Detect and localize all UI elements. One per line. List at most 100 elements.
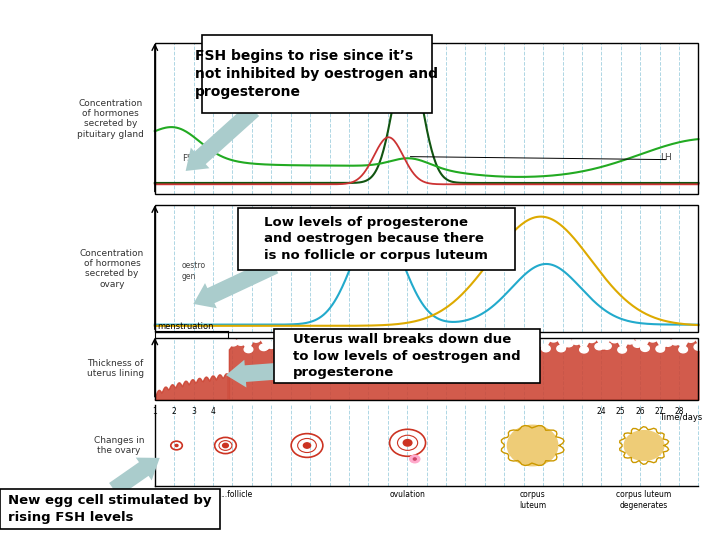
Bar	[155, 43, 698, 194]
FancyBboxPatch shape	[202, 35, 432, 113]
Circle shape	[572, 338, 581, 345]
Circle shape	[382, 347, 390, 353]
Circle shape	[229, 340, 238, 346]
Circle shape	[603, 343, 611, 349]
Circle shape	[244, 346, 253, 353]
Circle shape	[237, 339, 246, 345]
Text: ...follicle: ...follicle	[220, 490, 253, 500]
Circle shape	[410, 455, 420, 463]
Circle shape	[252, 336, 261, 342]
Text: 3: 3	[192, 407, 196, 416]
Text: FSH begins to rise since it’s
not inhibited by oestrogen and
progesterone: FSH begins to rise since it’s not inhibi…	[195, 49, 438, 99]
Text: 1: 1	[153, 407, 157, 416]
Text: corpus
luteum: corpus luteum	[519, 490, 546, 510]
Circle shape	[671, 339, 680, 345]
Text: 28: 28	[674, 407, 684, 416]
Circle shape	[633, 341, 642, 347]
Circle shape	[312, 336, 321, 342]
Circle shape	[679, 346, 688, 353]
Circle shape	[626, 338, 634, 344]
Text: 2: 2	[172, 407, 176, 416]
Circle shape	[267, 342, 276, 348]
Circle shape	[222, 443, 228, 448]
Circle shape	[290, 337, 299, 343]
Circle shape	[297, 342, 306, 348]
Circle shape	[412, 336, 420, 342]
Circle shape	[564, 340, 573, 347]
Circle shape	[496, 343, 505, 349]
Circle shape	[359, 345, 367, 351]
Text: Low levels of progesterone
and oestrogen because there
is no follicle or corpus : Low levels of progesterone and oestrogen…	[264, 216, 488, 262]
Ellipse shape	[624, 431, 664, 460]
Text: Thickness of
uterus lining: Thickness of uterus lining	[87, 359, 144, 378]
FancyBboxPatch shape	[0, 489, 220, 529]
Circle shape	[343, 346, 352, 353]
Circle shape	[282, 347, 291, 353]
FancyBboxPatch shape	[274, 329, 540, 383]
Circle shape	[595, 343, 603, 350]
Text: 4: 4	[211, 407, 215, 416]
Circle shape	[648, 335, 657, 342]
Circle shape	[656, 346, 665, 352]
Text: 24: 24	[596, 407, 606, 416]
Circle shape	[259, 344, 268, 350]
Circle shape	[694, 344, 703, 350]
Text: menstruation: menstruation	[158, 322, 214, 332]
Circle shape	[557, 345, 565, 352]
Circle shape	[641, 345, 649, 352]
Circle shape	[320, 346, 329, 353]
Bar	[155, 338, 698, 400]
Circle shape	[580, 347, 588, 353]
Circle shape	[413, 458, 416, 460]
Circle shape	[305, 344, 314, 350]
Circle shape	[397, 342, 405, 349]
Text: LH: LH	[660, 153, 672, 161]
Bar	[155, 205, 698, 332]
Circle shape	[588, 336, 596, 342]
Circle shape	[442, 346, 451, 352]
Circle shape	[450, 335, 459, 342]
Text: 25: 25	[616, 407, 626, 416]
Text: New egg cell stimulated by
rising FSH levels: New egg cell stimulated by rising FSH le…	[8, 494, 212, 524]
Circle shape	[366, 341, 375, 348]
Text: oestro
gen: oestro gen	[182, 261, 206, 281]
Circle shape	[534, 340, 543, 347]
Circle shape	[427, 339, 436, 345]
Text: corpus luteum
degenerates: corpus luteum degenerates	[616, 490, 672, 510]
Circle shape	[488, 336, 497, 343]
Text: 26: 26	[635, 407, 645, 416]
Circle shape	[374, 337, 382, 343]
Ellipse shape	[508, 426, 558, 465]
Text: 27: 27	[654, 407, 665, 416]
Circle shape	[351, 335, 359, 342]
Circle shape	[435, 340, 444, 346]
Circle shape	[610, 336, 618, 343]
Circle shape	[541, 345, 550, 352]
Text: Concentration
of hormones
secreted by
ovary: Concentration of hormones secreted by ov…	[80, 248, 144, 289]
Circle shape	[686, 336, 695, 342]
Circle shape	[328, 339, 337, 346]
Circle shape	[526, 338, 535, 345]
Circle shape	[664, 340, 672, 346]
Circle shape	[175, 444, 178, 447]
Circle shape	[405, 344, 413, 350]
Circle shape	[549, 335, 558, 342]
Circle shape	[458, 345, 467, 352]
Circle shape	[389, 336, 397, 343]
Text: FSH: FSH	[182, 154, 199, 163]
Circle shape	[336, 339, 344, 346]
Circle shape	[303, 443, 310, 448]
Text: Concentration
of hormones
secreted by
pituitary gland: Concentration of hormones secreted by pi…	[77, 99, 144, 139]
Circle shape	[473, 338, 482, 344]
Circle shape	[618, 347, 626, 353]
Circle shape	[274, 337, 283, 343]
Circle shape	[465, 341, 474, 347]
Circle shape	[480, 347, 489, 353]
FancyBboxPatch shape	[238, 208, 515, 270]
Circle shape	[511, 336, 520, 342]
Text: Changes in
the ovary: Changes in the ovary	[94, 436, 144, 455]
Text: Uterus wall breaks down due
to low levels of oestrogen and
progesterone: Uterus wall breaks down due to low level…	[293, 333, 521, 380]
Circle shape	[518, 347, 527, 353]
Circle shape	[503, 343, 512, 350]
Circle shape	[420, 346, 428, 353]
